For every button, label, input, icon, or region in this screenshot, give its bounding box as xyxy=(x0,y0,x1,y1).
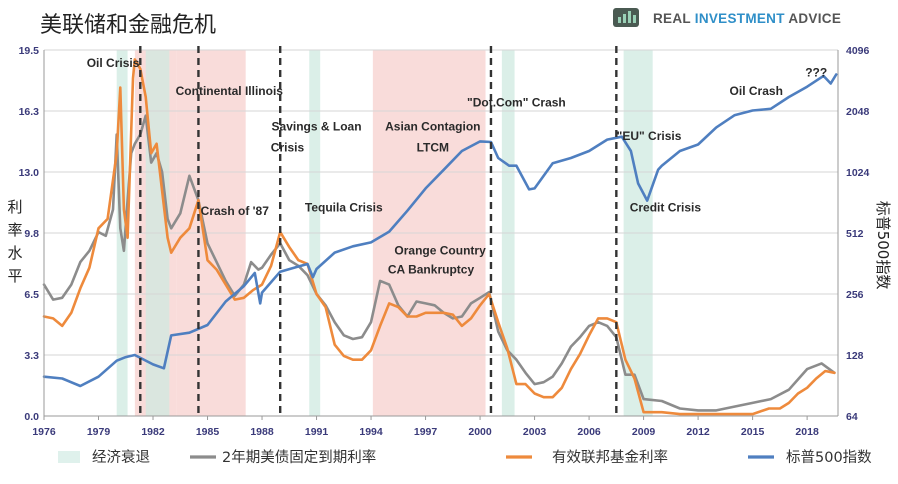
y-right-tick-1: 128 xyxy=(846,350,864,362)
x-tick-label-1: 1979 xyxy=(87,426,111,438)
chart-title: 美联储和金融危机 xyxy=(40,13,216,38)
y-axis-right-label: 标普500指数 xyxy=(874,201,892,290)
y-left-tick-3: 9.8 xyxy=(24,228,39,240)
annotation-7: "EU" Crisis xyxy=(617,129,682,143)
y-right-tick-4: 1024 xyxy=(846,167,870,179)
annotation-12: Credit Crisis xyxy=(630,200,702,214)
legend-swatch-0 xyxy=(58,451,80,463)
brand-real: REAL xyxy=(653,11,695,26)
y-left-tick-4: 13.0 xyxy=(19,167,40,179)
series-line-2 xyxy=(42,73,838,388)
x-tick-label-14: 2018 xyxy=(795,426,819,438)
x-tick-label-12: 2012 xyxy=(686,426,710,438)
legend-label-1: 2年期美债固定到期利率 xyxy=(222,449,376,466)
annotation-13: Orange Country xyxy=(394,244,486,258)
crisis-lines-layer xyxy=(139,46,618,416)
y-left-label-char-1: 率 xyxy=(7,221,22,239)
brand-advice: ADVICE xyxy=(788,11,841,26)
brand-investment: INVESTMENT xyxy=(695,11,789,26)
x-tick-label-4: 1988 xyxy=(250,426,274,438)
annotation-6: "Dot.Com" Crash xyxy=(467,95,566,109)
y-right-tick-0: 64 xyxy=(846,411,858,423)
legend-label-2: 有效联邦基金利率 xyxy=(552,449,668,466)
series-layer xyxy=(42,58,838,416)
x-tick-label-9: 2003 xyxy=(523,426,547,438)
annotation-0: Oil Crisis xyxy=(87,56,140,70)
x-tick-label-2: 1982 xyxy=(141,426,165,438)
y-right-tick-6: 4096 xyxy=(846,45,870,57)
legend-label-3: 标普500指数 xyxy=(786,449,872,466)
x-tick-label-8: 2000 xyxy=(468,426,492,438)
annotation-3: Crisis xyxy=(271,140,305,154)
x-tick-label-7: 1997 xyxy=(414,426,438,438)
y-right-tick-2: 256 xyxy=(846,289,864,301)
x-tick-label-13: 2015 xyxy=(741,426,765,438)
series-line-0 xyxy=(42,114,836,412)
y-axis-left-label: 利率水平 xyxy=(7,198,22,285)
annotation-2: Savings & Loan xyxy=(272,120,362,134)
brand-name: REAL INVESTMENT ADVICE xyxy=(653,11,841,26)
y-left-label-char-3: 平 xyxy=(7,267,22,285)
annotation-14: CA Bankruptcy xyxy=(388,262,475,276)
y-left-tick-1: 3.3 xyxy=(24,350,39,362)
annotations-layer: Oil Crisis Continental Illinois Savings & … xyxy=(87,56,827,276)
y-left-tick-5: 16.3 xyxy=(19,106,40,118)
annotation-11: Tequila Crisis xyxy=(305,200,383,214)
x-tick-label-3: 1985 xyxy=(196,426,220,438)
x-tick-label-0: 1976 xyxy=(32,426,56,438)
y-left-tick-0: 0.0 xyxy=(24,411,39,423)
x-tick-label-10: 2006 xyxy=(577,426,601,438)
x-tick-label-5: 1991 xyxy=(305,426,329,438)
y-left-tick-6: 19.5 xyxy=(19,45,40,57)
y-right-tick-5: 2048 xyxy=(846,106,870,118)
y-left-tick-2: 6.5 xyxy=(24,289,39,301)
annotation-4: Asian Contagion xyxy=(385,120,480,134)
annotation-1: Continental Illinois xyxy=(176,84,284,98)
annotation-10: Crash of '87 xyxy=(201,204,270,218)
brand-logo: REAL INVESTMENT ADVICE xyxy=(613,8,841,27)
series-line-1 xyxy=(42,58,836,416)
y-left-label-char-0: 利 xyxy=(7,198,22,216)
annotation-9: ??? xyxy=(805,65,827,79)
legend: 经济衰退 2年期美债固定到期利率 有效联邦基金利率 标普500指数 xyxy=(58,449,872,466)
legend-label-0: 经济衰退 xyxy=(92,449,150,466)
x-tick-label-11: 2009 xyxy=(632,426,656,438)
y-right-tick-3: 512 xyxy=(846,228,864,240)
annotation-8: Oil Crash xyxy=(730,84,783,98)
bar-chart-icon xyxy=(613,8,639,27)
x-tick-label-6: 1994 xyxy=(359,426,383,438)
annotation-5: LTCM xyxy=(417,140,449,154)
y-left-label-char-2: 水 xyxy=(7,244,22,262)
axes-layer: 1976 1979 1982 1985 1988 1991 1994 1997 2000 2003… xyxy=(7,45,892,438)
